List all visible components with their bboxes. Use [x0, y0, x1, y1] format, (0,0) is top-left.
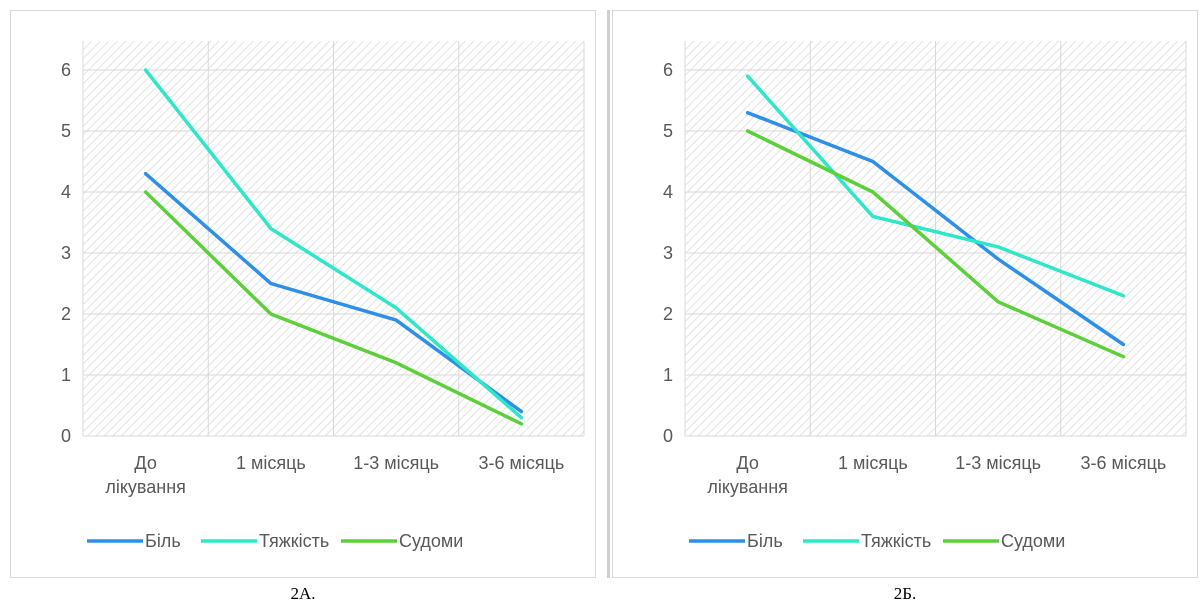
x-tick-label: 3-6 місяць [1080, 453, 1166, 473]
y-tick-label: 0 [61, 426, 71, 446]
y-tick-label: 6 [61, 60, 71, 80]
chart-panel-2b: 0 1 2 3 4 5 6 До лікування 1 місяць 1-3 місяць 3-6 … [612, 10, 1198, 578]
legend-label: Біль [747, 531, 783, 551]
series-line-Тяжкість [143, 68, 524, 420]
x-tick-label: 1 місяць [236, 453, 306, 473]
y-tick-label: 2 [61, 304, 71, 324]
y-tick-label: 1 [663, 365, 673, 385]
y-tick-label: 4 [61, 182, 71, 202]
x-tick-label: 1-3 місяць [955, 453, 1041, 473]
series-line-Біль [745, 110, 1126, 347]
chart-svg-2b: 0 1 2 3 4 5 6 До лікування 1 місяць 1-3 місяць 3-6 … [663, 41, 1187, 551]
legend-label: Судоми [399, 531, 463, 551]
series-line-Тяжкість [745, 74, 1126, 298]
chart-svg-2a: 0 1 2 3 4 5 6 До лікування 1 місяць 1-3 місяць 3-6 … [61, 41, 585, 551]
y-tick-label: 5 [663, 121, 673, 141]
series-line-Судоми [143, 190, 524, 426]
x-tick-label: 1-3 місяць [353, 453, 439, 473]
caption-2a: 2А. [290, 584, 316, 603]
y-tick-label: 4 [663, 182, 673, 202]
series-line-Судоми [745, 129, 1126, 359]
series-line-Біль [143, 171, 524, 414]
panel-divider [607, 10, 610, 578]
y-tick-label: 2 [663, 304, 673, 324]
legend-label: Біль [145, 531, 181, 551]
y-tick-label: 6 [663, 60, 673, 80]
chart-panel-2a: 0 1 2 3 4 5 6 До лікування 1 місяць 1-3 місяць 3-6 … [10, 10, 596, 578]
y-tick-label: 3 [663, 243, 673, 263]
caption-2b: 2Б. [893, 584, 917, 603]
y-tick-label: 5 [61, 121, 71, 141]
y-tick-label: 3 [61, 243, 71, 263]
x-tick-label: 3-6 місяць [478, 453, 564, 473]
legend-label: Тяжкість [259, 531, 329, 551]
legend-label: Тяжкість [861, 531, 931, 551]
x-tick-label: 1 місяць [838, 453, 908, 473]
y-tick-label: 1 [61, 365, 71, 385]
x-tick-label: До лікування [105, 453, 186, 497]
y-tick-label: 0 [663, 426, 673, 446]
x-tick-label: До лікування [707, 453, 788, 497]
legend-label: Судоми [1001, 531, 1065, 551]
